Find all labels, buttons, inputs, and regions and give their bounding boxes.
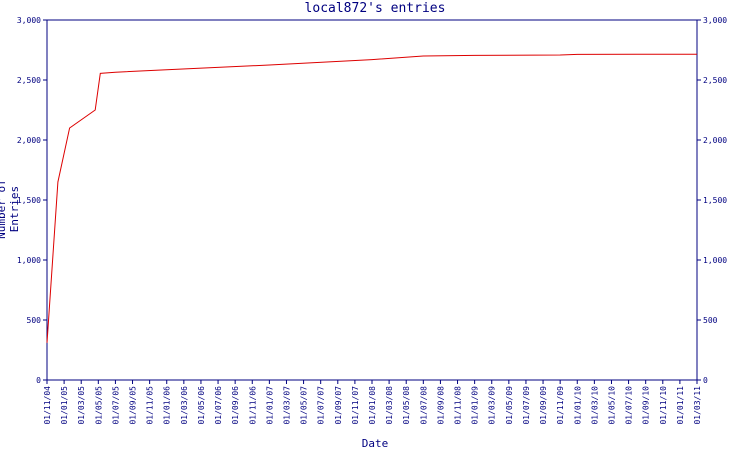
x-tick-label: 01/05/06 xyxy=(197,386,206,425)
y-tick-label-right: 500 xyxy=(703,316,718,325)
x-tick-label: 01/09/08 xyxy=(436,386,445,425)
x-tick-label: 01/05/07 xyxy=(300,386,309,425)
x-tick-label: 01/09/06 xyxy=(231,386,240,425)
y-tick-label-right: 3,000 xyxy=(703,16,727,25)
x-tick-label: 01/05/08 xyxy=(402,386,411,425)
x-tick-label: 01/01/06 xyxy=(163,386,172,425)
x-tick-label: 01/03/06 xyxy=(180,386,189,425)
y-tick-label-left: 1,500 xyxy=(17,196,41,205)
x-tick-label: 01/01/11 xyxy=(676,386,685,425)
y-tick-label-right: 2,500 xyxy=(703,76,727,85)
x-tick-label: 01/11/05 xyxy=(146,386,155,425)
x-tick-label: 01/09/09 xyxy=(539,386,548,425)
chart-title: local872's entries xyxy=(304,1,446,16)
x-tick-label: 01/03/05 xyxy=(77,386,86,425)
x-tick-label: 01/11/06 xyxy=(248,386,257,425)
x-tick-label: 01/11/07 xyxy=(351,386,360,425)
x-tick-label: 01/01/05 xyxy=(60,386,69,425)
y-tick-label-left: 3,000 xyxy=(17,16,41,25)
x-tick-label: 01/07/09 xyxy=(522,386,531,425)
x-tick-label: 01/07/08 xyxy=(419,386,428,425)
y-tick-label-right: 2,000 xyxy=(703,136,727,145)
x-tick-label: 01/11/09 xyxy=(556,386,565,425)
x-tick-label: 01/03/09 xyxy=(488,386,497,425)
y-tick-label-right: 0 xyxy=(703,376,708,385)
plot-frame xyxy=(46,19,698,381)
x-tick-label: 01/03/11 xyxy=(693,386,702,425)
x-tick-label: 01/05/10 xyxy=(607,386,616,425)
x-tick-label: 01/01/09 xyxy=(471,386,480,425)
x-tick-label: 01/07/06 xyxy=(214,386,223,425)
x-tick-label: 01/09/05 xyxy=(129,386,138,425)
x-tick-label: 01/09/07 xyxy=(334,386,343,425)
x-tick-label: 01/07/05 xyxy=(111,386,120,425)
x-tick-label: 01/03/07 xyxy=(282,386,291,425)
x-tick-label: 01/09/10 xyxy=(642,386,651,425)
x-tick-label: 01/01/07 xyxy=(265,386,274,425)
x-tick-label: 01/01/08 xyxy=(368,386,377,425)
x-tick-label: 01/05/05 xyxy=(94,386,103,425)
x-tick-label: 01/07/07 xyxy=(317,386,326,425)
x-tick-label: 01/11/10 xyxy=(659,386,668,425)
y-tick-label-right: 1,000 xyxy=(703,256,727,265)
x-tick-label: 01/03/08 xyxy=(385,386,394,425)
series-line-entries xyxy=(46,53,698,343)
y-tick-label-left: 1,000 xyxy=(17,256,41,265)
y-tick-label-left: 0 xyxy=(36,376,41,385)
x-tick-label: 01/07/10 xyxy=(625,386,634,425)
y-tick-label-left: 500 xyxy=(27,316,42,325)
x-tick-label: 01/01/10 xyxy=(573,386,582,425)
x-tick-label: 01/11/04 xyxy=(43,386,52,425)
y-tick-label-left: 2,500 xyxy=(17,76,41,85)
x-tick-label: 01/11/08 xyxy=(454,386,463,425)
x-tick-label: 01/05/09 xyxy=(505,386,514,425)
y-tick-label-right: 1,500 xyxy=(703,196,727,205)
x-axis-label: Date xyxy=(361,437,389,450)
y-tick-label-left: 2,000 xyxy=(17,136,41,145)
x-tick-label: 01/03/10 xyxy=(590,386,599,425)
